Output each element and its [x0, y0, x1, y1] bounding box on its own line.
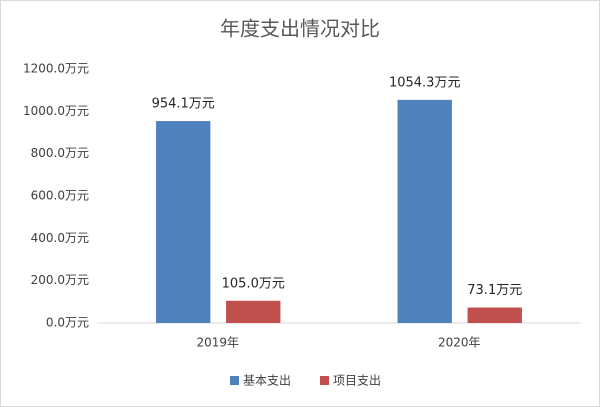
y-tick-label: 1000.0万元: [23, 104, 89, 118]
bar: [467, 307, 522, 323]
bar: [397, 99, 452, 323]
x-tick-label: 2020年: [438, 336, 481, 350]
y-tick-label: 1200.0万元: [23, 62, 89, 76]
legend-label: 基本支出: [243, 374, 291, 388]
y-tick-label: 0.0万元: [46, 316, 89, 330]
bar: [156, 121, 211, 324]
y-tick-label: 800.0万元: [31, 146, 89, 160]
value-label: 105.0万元: [222, 276, 285, 291]
y-tick-label: 400.0万元: [31, 231, 89, 245]
x-tick-label: 2019年: [196, 336, 239, 350]
value-label: 73.1万元: [467, 283, 522, 298]
legend-swatch: [230, 376, 239, 385]
bar: [226, 300, 281, 323]
value-label: 1054.3万元: [389, 75, 461, 90]
y-tick-label: 200.0万元: [31, 273, 89, 287]
legend-label: 项目支出: [333, 374, 381, 388]
value-label: 954.1万元: [152, 97, 215, 112]
y-tick-label: 600.0万元: [31, 189, 89, 203]
chart-title: 年度支出情况对比: [220, 17, 380, 41]
legend-swatch: [320, 376, 329, 385]
